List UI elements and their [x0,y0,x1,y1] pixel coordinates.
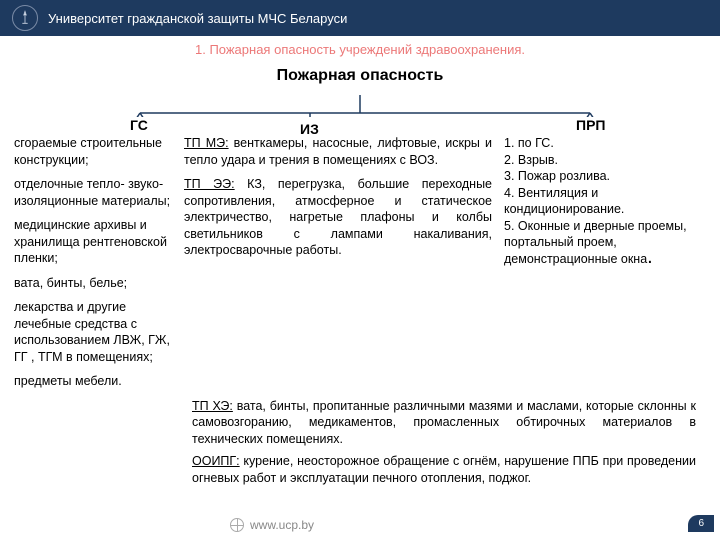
prp-item: 5. Оконные и дверные проемы, портальный … [504,218,690,268]
header-bar: Университет гражданской защиты МЧС Белар… [0,0,720,36]
prp-item: 3. Пожар розлива. [504,168,690,185]
column-gs: сгораемые строительные конструкции; отде… [14,135,172,398]
column-prp: 1. по ГС. 2. Взрыв. 3. Пожар розлива. 4.… [504,135,690,398]
tree-labels: ГС ИЗ ПРП [0,117,720,135]
footer: www.ucp.by 6 [0,512,720,532]
label-iz: ИЗ [300,121,319,137]
bottom-block: ТП ХЭ: вата, бинты, пропитанные различны… [0,398,720,487]
section-subtitle: 1. Пожарная опасность учреждений здравоо… [0,42,720,57]
prp-item: 4. Вентиляция и кондиционирование. [504,185,690,218]
page-number: 6 [688,515,714,532]
gs-item: медицинские архивы и хранилища рентгенов… [14,217,172,267]
gs-item: отделочные тепло- звуко- изоляционные ма… [14,176,172,209]
org-logo-icon [12,5,38,31]
footer-url-text: www.ucp.by [250,518,314,532]
iz-p1-body: венткамеры, насосные, лифтовые, искры и … [184,136,492,167]
prp-item-text: 5. Оконные и дверные проемы, портальный … [504,219,687,266]
tree-diagram [0,91,720,117]
iz-p2-lead: ТП ЭЭ: [184,177,235,191]
big-period-icon: . [647,246,653,268]
iz-p1-lead: ТП МЭ: [184,136,229,150]
column-iz: ТП МЭ: венткамеры, насосные, лифтовые, и… [184,135,492,398]
bottom-p1-body: вата, бинты, пропитанные различными мазя… [192,399,696,446]
iz-p2: ТП ЭЭ: КЗ, перегрузка, большие переходны… [184,176,492,259]
org-name: Университет гражданской защиты МЧС Белар… [48,11,347,26]
gs-item: лекарства и другие лечебные средства с и… [14,299,172,365]
footer-url: www.ucp.by [230,518,314,532]
prp-item: 1. по ГС. [504,135,690,152]
label-prp: ПРП [576,117,605,133]
gs-item: вата, бинты, белье; [14,275,172,292]
bottom-p1: ТП ХЭ: вата, бинты, пропитанные различны… [192,398,696,448]
prp-item: 2. Взрыв. [504,152,690,169]
bottom-p2-body: курение, неосторожное обращение с огнём,… [192,454,696,485]
bottom-p2-lead: ООИПГ: [192,454,240,468]
bottom-p2: ООИПГ: курение, неосторожное обращение с… [192,453,696,486]
label-gs: ГС [130,117,148,133]
gs-item: сгораемые строительные конструкции; [14,135,172,168]
bottom-p1-lead: ТП ХЭ: [192,399,233,413]
slide-title: Пожарная опасность [0,67,720,85]
globe-icon [230,518,244,532]
gs-item: предметы мебели. [14,373,172,390]
iz-p1: ТП МЭ: венткамеры, насосные, лифтовые, и… [184,135,492,168]
